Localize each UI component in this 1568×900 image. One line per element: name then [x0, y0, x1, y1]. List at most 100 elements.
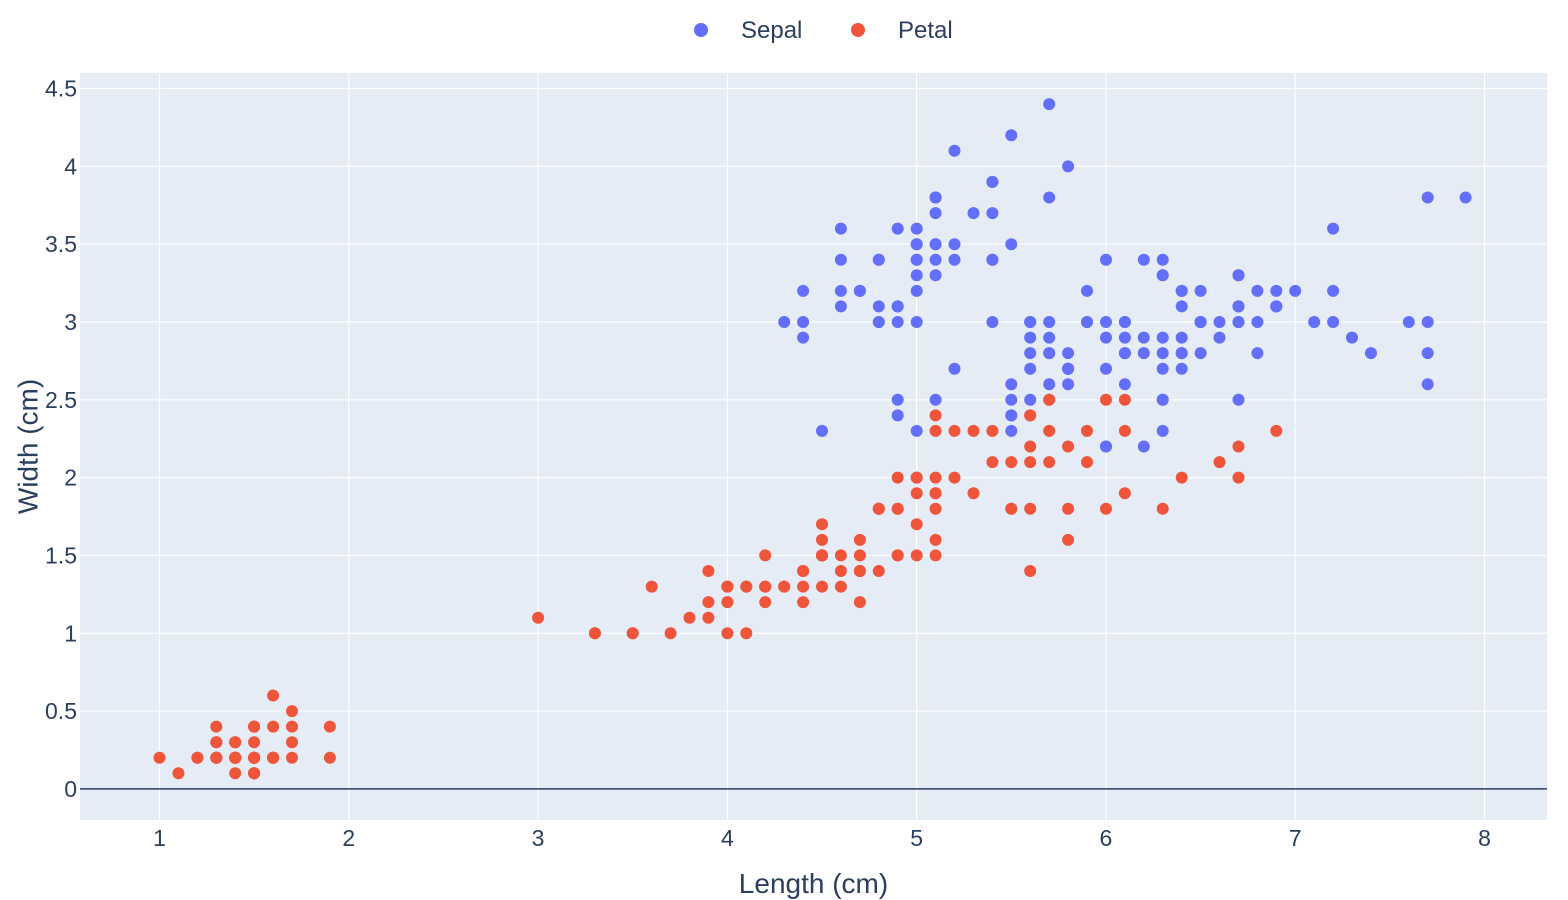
point-petal[interactable] [248, 751, 261, 764]
point-petal[interactable] [797, 580, 810, 593]
legend-item-petal[interactable]: Petal [851, 17, 953, 44]
point-sepal[interactable] [1402, 316, 1415, 328]
point-petal[interactable] [759, 596, 772, 609]
point-sepal[interactable] [948, 362, 961, 375]
point-petal[interactable] [853, 549, 866, 562]
point-petal[interactable] [683, 611, 696, 624]
point-petal[interactable] [1024, 565, 1037, 577]
point-sepal[interactable] [1024, 362, 1037, 375]
point-sepal[interactable] [1118, 347, 1131, 360]
point-sepal[interactable] [910, 316, 923, 328]
point-sepal[interactable] [910, 284, 923, 297]
point-petal[interactable] [1270, 424, 1283, 437]
point-petal[interactable] [1043, 393, 1056, 406]
point-petal[interactable] [872, 502, 885, 515]
point-petal[interactable] [210, 736, 223, 749]
point-petal[interactable] [891, 502, 904, 515]
legend-item-sepal[interactable]: Sepal [694, 17, 802, 44]
point-petal[interactable] [929, 487, 942, 500]
point-sepal[interactable] [910, 424, 923, 437]
point-petal[interactable] [721, 596, 734, 609]
point-petal[interactable] [210, 720, 223, 733]
point-sepal[interactable] [1024, 316, 1037, 328]
point-sepal[interactable] [1024, 347, 1037, 360]
point-sepal[interactable] [948, 144, 961, 157]
point-petal[interactable] [967, 487, 980, 500]
point-petal[interactable] [1118, 424, 1131, 437]
point-sepal[interactable] [1459, 191, 1472, 204]
point-petal[interactable] [891, 471, 904, 484]
point-sepal[interactable] [1175, 347, 1188, 360]
point-sepal[interactable] [1081, 284, 1093, 297]
point-petal[interactable] [948, 471, 961, 484]
point-sepal[interactable] [1024, 393, 1037, 406]
point-petal[interactable] [702, 611, 715, 624]
point-sepal[interactable] [891, 316, 904, 328]
point-petal[interactable] [929, 471, 942, 484]
point-sepal[interactable] [1251, 316, 1264, 328]
point-petal[interactable] [929, 502, 942, 515]
point-sepal[interactable] [1118, 316, 1131, 328]
point-petal[interactable] [910, 471, 923, 484]
point-sepal[interactable] [1005, 238, 1018, 251]
point-petal[interactable] [702, 596, 715, 609]
point-petal[interactable] [267, 720, 280, 733]
point-sepal[interactable] [1232, 393, 1245, 406]
point-petal[interactable] [286, 736, 298, 749]
point-petal[interactable] [1005, 502, 1018, 515]
point-petal[interactable] [1005, 456, 1018, 469]
point-petal[interactable] [816, 533, 828, 546]
point-sepal[interactable] [1270, 284, 1283, 297]
point-petal[interactable] [816, 549, 828, 562]
point-sepal[interactable] [1421, 191, 1434, 204]
point-sepal[interactable] [834, 222, 847, 235]
point-sepal[interactable] [1137, 347, 1150, 360]
point-sepal[interactable] [1232, 316, 1245, 328]
point-sepal[interactable] [1043, 347, 1056, 360]
point-sepal[interactable] [1118, 331, 1131, 344]
point-petal[interactable] [1118, 393, 1131, 406]
point-petal[interactable] [153, 751, 166, 764]
point-petal[interactable] [1024, 502, 1037, 515]
point-petal[interactable] [910, 549, 923, 562]
point-sepal[interactable] [1062, 160, 1075, 173]
point-sepal[interactable] [1043, 378, 1056, 391]
point-sepal[interactable] [1232, 300, 1245, 313]
point-petal[interactable] [1156, 502, 1169, 515]
point-sepal[interactable] [986, 207, 999, 220]
point-petal[interactable] [588, 627, 601, 640]
point-petal[interactable] [1213, 456, 1226, 469]
point-sepal[interactable] [1024, 331, 1037, 344]
point-sepal[interactable] [891, 409, 904, 422]
point-sepal[interactable] [1327, 222, 1340, 235]
point-petal[interactable] [172, 767, 185, 780]
point-sepal[interactable] [929, 253, 942, 266]
point-sepal[interactable] [1043, 98, 1056, 111]
point-petal[interactable] [626, 627, 639, 640]
point-petal[interactable] [229, 767, 242, 780]
point-sepal[interactable] [891, 300, 904, 313]
point-petal[interactable] [797, 565, 810, 577]
point-sepal[interactable] [891, 393, 904, 406]
point-sepal[interactable] [797, 316, 810, 328]
point-petal[interactable] [929, 409, 942, 422]
point-sepal[interactable] [948, 253, 961, 266]
point-sepal[interactable] [1421, 347, 1434, 360]
point-sepal[interactable] [1365, 347, 1377, 360]
point-sepal[interactable] [1421, 378, 1434, 391]
point-petal[interactable] [645, 580, 658, 593]
point-sepal[interactable] [1005, 129, 1018, 142]
point-sepal[interactable] [910, 269, 923, 282]
point-sepal[interactable] [1308, 316, 1321, 328]
point-sepal[interactable] [1137, 440, 1150, 453]
point-petal[interactable] [740, 580, 753, 593]
point-sepal[interactable] [1100, 331, 1112, 344]
point-sepal[interactable] [1175, 331, 1188, 344]
point-sepal[interactable] [1137, 253, 1150, 266]
point-petal[interactable] [1118, 487, 1131, 500]
point-sepal[interactable] [1043, 331, 1056, 344]
point-sepal[interactable] [910, 222, 923, 235]
point-sepal[interactable] [1213, 331, 1226, 344]
point-petal[interactable] [853, 596, 866, 609]
point-petal[interactable] [797, 596, 810, 609]
